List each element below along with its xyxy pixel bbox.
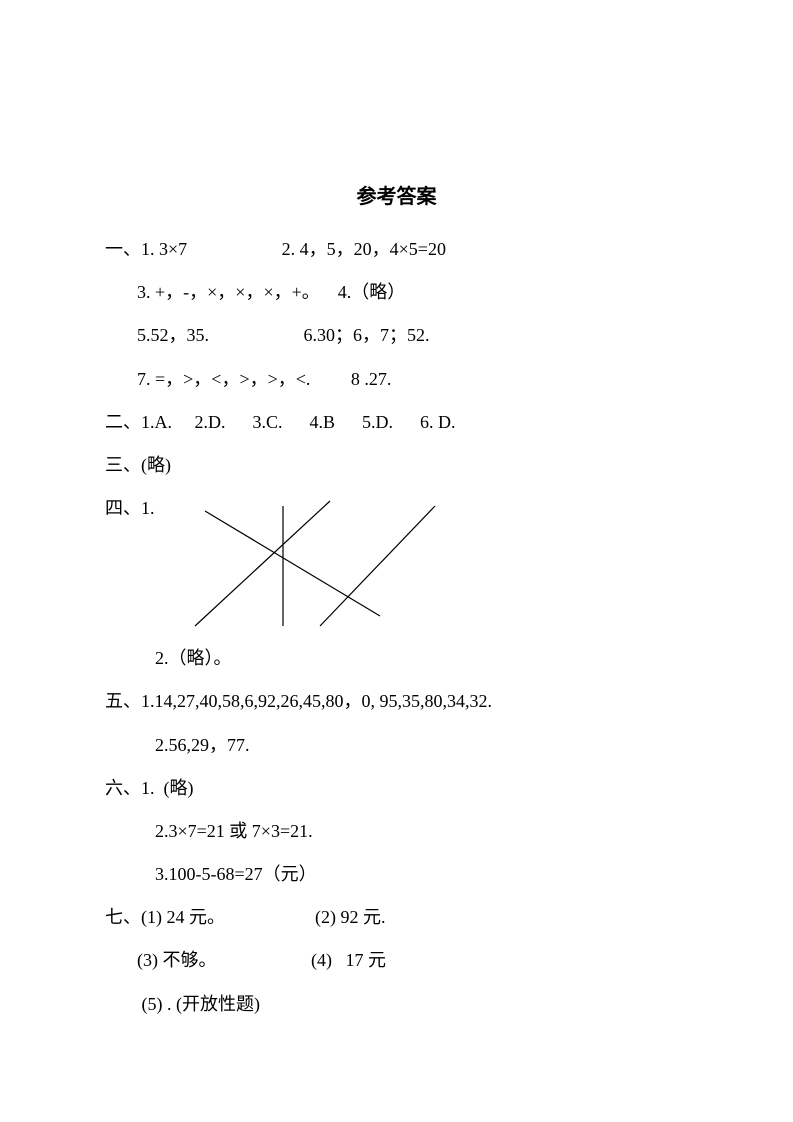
section-2-label: 二、 <box>105 412 141 432</box>
section-4-item1: 1. <box>141 498 155 518</box>
section-1-line-1: 一、1. 3×7 2. 4，5，20，4×5=20 <box>105 237 688 262</box>
item-1-7: 7. =，>，<，>，>，<. <box>137 369 310 389</box>
item-1-3: 3. +，-，×，×，×，+。 <box>137 282 320 302</box>
item-1-5: 5.52，35. <box>137 325 209 345</box>
section-3-text: (略) <box>141 455 171 475</box>
section-4-label-item: 四、1. <box>105 496 155 521</box>
section-1-line-2: 3. +，-，×，×，×，+。 4.（略） <box>105 280 688 305</box>
section-4-line-2: 2.（略）。 <box>105 646 688 671</box>
item-1-1: 1. 3×7 <box>141 239 187 259</box>
section-2-text: 1.A. 2.D. 3.C. 4.B 5.D. 6. D. <box>141 412 456 432</box>
section-7-line-1: 七、(1) 24 元。 (2) 92 元. <box>105 905 688 930</box>
section-6-item1: 1. (略) <box>141 778 194 798</box>
section-3-label: 三、 <box>105 455 141 475</box>
section-5-label: 五、 <box>105 691 141 711</box>
page-title: 参考答案 <box>105 180 688 209</box>
item-1-8: 8 .27. <box>351 369 392 389</box>
item-1-6: 6.30；6，7；52. <box>304 325 430 345</box>
section-2-line: 二、1.A. 2.D. 3.C. 4.B 5.D. 6. D. <box>105 410 688 435</box>
section-5-line-1: 五、1.14,27,40,58,6,92,26,45,80，0, 95,35,8… <box>105 689 688 714</box>
section-6-line-2: 2.3×7=21 或 7×3=21. <box>105 819 688 844</box>
item-1-4: 4.（略） <box>338 282 406 302</box>
section-7-item1: (1) 24 元。 <box>141 907 225 927</box>
section-7-item2: (2) 92 元. <box>315 907 386 927</box>
section-6-line-1: 六、1. (略) <box>105 776 688 801</box>
section-7-item3: (3) 不够。 <box>137 950 217 970</box>
diagram-container <box>165 496 445 636</box>
section-6-label: 六、 <box>105 778 141 798</box>
section-7-item4: (4) 17 元 <box>311 950 386 970</box>
section-3-line: 三、(略) <box>105 453 688 478</box>
section-5-line-2: 2.56,29，77. <box>105 733 688 758</box>
line-diagram <box>165 496 445 636</box>
section-4-label: 四、 <box>105 498 141 518</box>
section-6-line-3: 3.100-5-68=27（元） <box>105 862 688 887</box>
item-1-2: 2. 4，5，20，4×5=20 <box>282 239 446 259</box>
section-1-label: 一、 <box>105 239 141 259</box>
section-1-line-3: 5.52，35. 6.30；6，7；52. <box>105 323 688 348</box>
section-5-item1: 1.14,27,40,58,6,92,26,45,80，0, 95,35,80,… <box>141 691 492 711</box>
section-4-line-1: 四、1. <box>105 496 688 636</box>
section-7-label: 七、 <box>105 907 141 927</box>
section-7-line-3: (5) . (开放性题) <box>105 992 688 1017</box>
section-7-line-2: (3) 不够。 (4) 17 元 <box>105 948 688 973</box>
section-1-line-4: 7. =，>，<，>，>，<. 8 .27. <box>105 367 688 392</box>
